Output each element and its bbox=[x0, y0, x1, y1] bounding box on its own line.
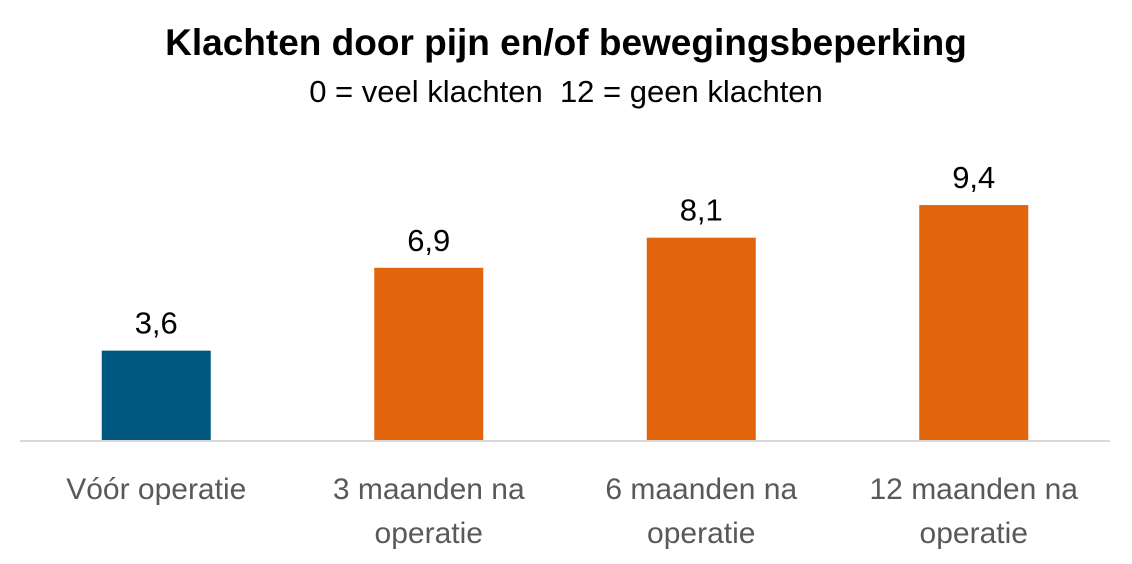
x-tick-label-1: Vóór operatie bbox=[66, 473, 246, 506]
x-tick-label-3: 6 maanden na operatie bbox=[605, 473, 797, 550]
bar-1 bbox=[101, 350, 211, 441]
x-tick-label-line: 6 maanden na bbox=[605, 473, 797, 506]
x-tick-label-2: 3 maanden na operatie bbox=[333, 473, 525, 550]
chart-subtitle: 0 = veel klachten 12 = geen klachten bbox=[309, 74, 823, 109]
x-tick-label-line: Vóór operatie bbox=[66, 473, 246, 506]
x-tick-label-line: 12 maanden na bbox=[869, 473, 1078, 506]
bars-group bbox=[101, 205, 1029, 441]
data-label-1: 3,6 bbox=[135, 306, 178, 341]
x-tick-label-line: operatie bbox=[375, 517, 483, 550]
bar-3 bbox=[646, 237, 756, 441]
x-tick-label-line: 3 maanden na bbox=[333, 473, 525, 506]
data-label-2: 6,9 bbox=[407, 223, 450, 258]
labels-group: 3,6 Vóór operatie 6,9 3 maanden na operatie 8… bbox=[66, 160, 1078, 550]
x-tick-label-line: operatie bbox=[920, 517, 1028, 550]
data-label-4: 9,4 bbox=[952, 160, 995, 195]
bar-2 bbox=[374, 267, 484, 441]
x-tick-label-line: operatie bbox=[647, 517, 755, 550]
x-tick-label-4: 12 maanden na operatie bbox=[869, 473, 1078, 550]
data-label-3: 8,1 bbox=[680, 193, 723, 228]
chart-title: Klachten door pijn en/of bewegingsbeperk… bbox=[165, 22, 967, 63]
bar-4 bbox=[919, 205, 1029, 441]
